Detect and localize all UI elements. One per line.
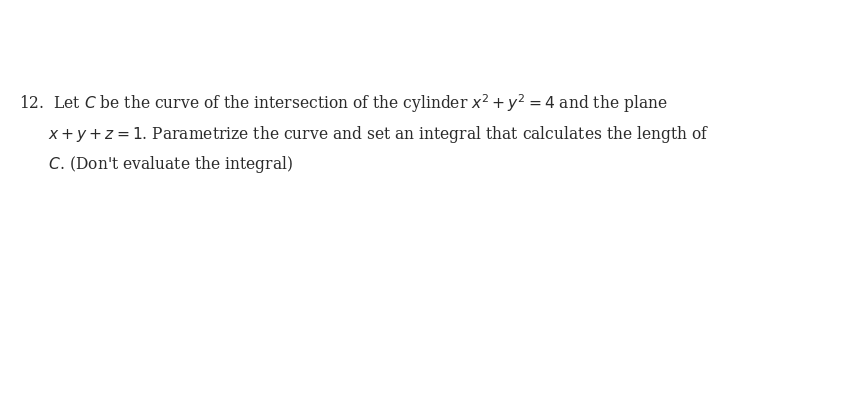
Text: 12.  Let $C$ be the curve of the intersection of the cylinder $x^2 + y^2 = 4$ an: 12. Let $C$ be the curve of the intersec… xyxy=(19,92,709,175)
